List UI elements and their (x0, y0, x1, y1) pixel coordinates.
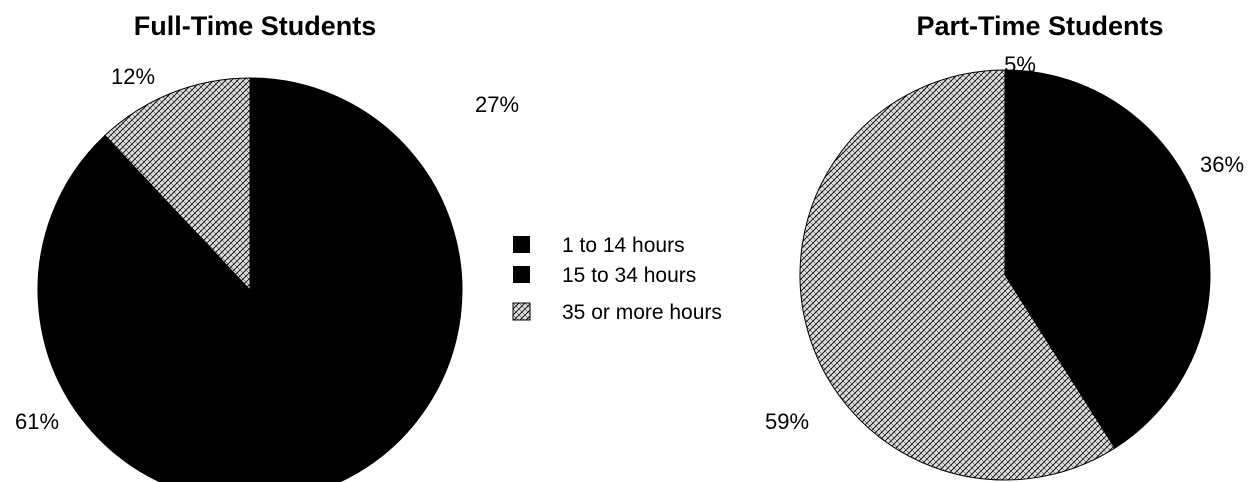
pie-full-time: Full-Time Students 27% 61% 12% (15, 11, 519, 482)
legend-label-1-to-14: 1 to 14 hours (562, 234, 685, 257)
slice-label-part-time-1-to-14: 5% (1004, 52, 1036, 77)
chart-title-part-time: Part-Time Students (916, 11, 1163, 41)
slice-label-part-time-15-to-34: 36% (1200, 152, 1244, 177)
legend-label-35-plus: 35 or more hours (562, 301, 722, 324)
slice-label-full-time-1-to-14: 61% (15, 409, 59, 434)
slice-label-part-time-35-plus: 59% (765, 409, 809, 434)
legend-label-15-to-34: 15 to 34 hours (562, 264, 696, 287)
legend-swatch-15-to-34 (513, 266, 530, 283)
slice-full-time-1-to-14-hours (37, 134, 461, 482)
slice-part-time-35-or-more-hours (799, 69, 1116, 481)
slice-full-time-35-or-more-hours (104, 77, 251, 292)
chart-title-full-time: Full-Time Students (134, 11, 377, 41)
legend-swatch-35-plus (512, 302, 531, 321)
slice-part-time-15-to-34-hours (1004, 79, 1211, 449)
legend-swatch-1-to-14 (513, 236, 530, 253)
pie-part-time: Part-Time Students 5% 36% 59% (765, 11, 1244, 481)
legend: 1 to 14 hours 15 to 34 hours 35 or more … (512, 234, 722, 324)
slice-full-time-15-to-34-hours (249, 77, 463, 318)
slice-label-full-time-15-to-34: 27% (475, 92, 519, 117)
slice-label-full-time-35-plus: 12% (111, 64, 155, 89)
